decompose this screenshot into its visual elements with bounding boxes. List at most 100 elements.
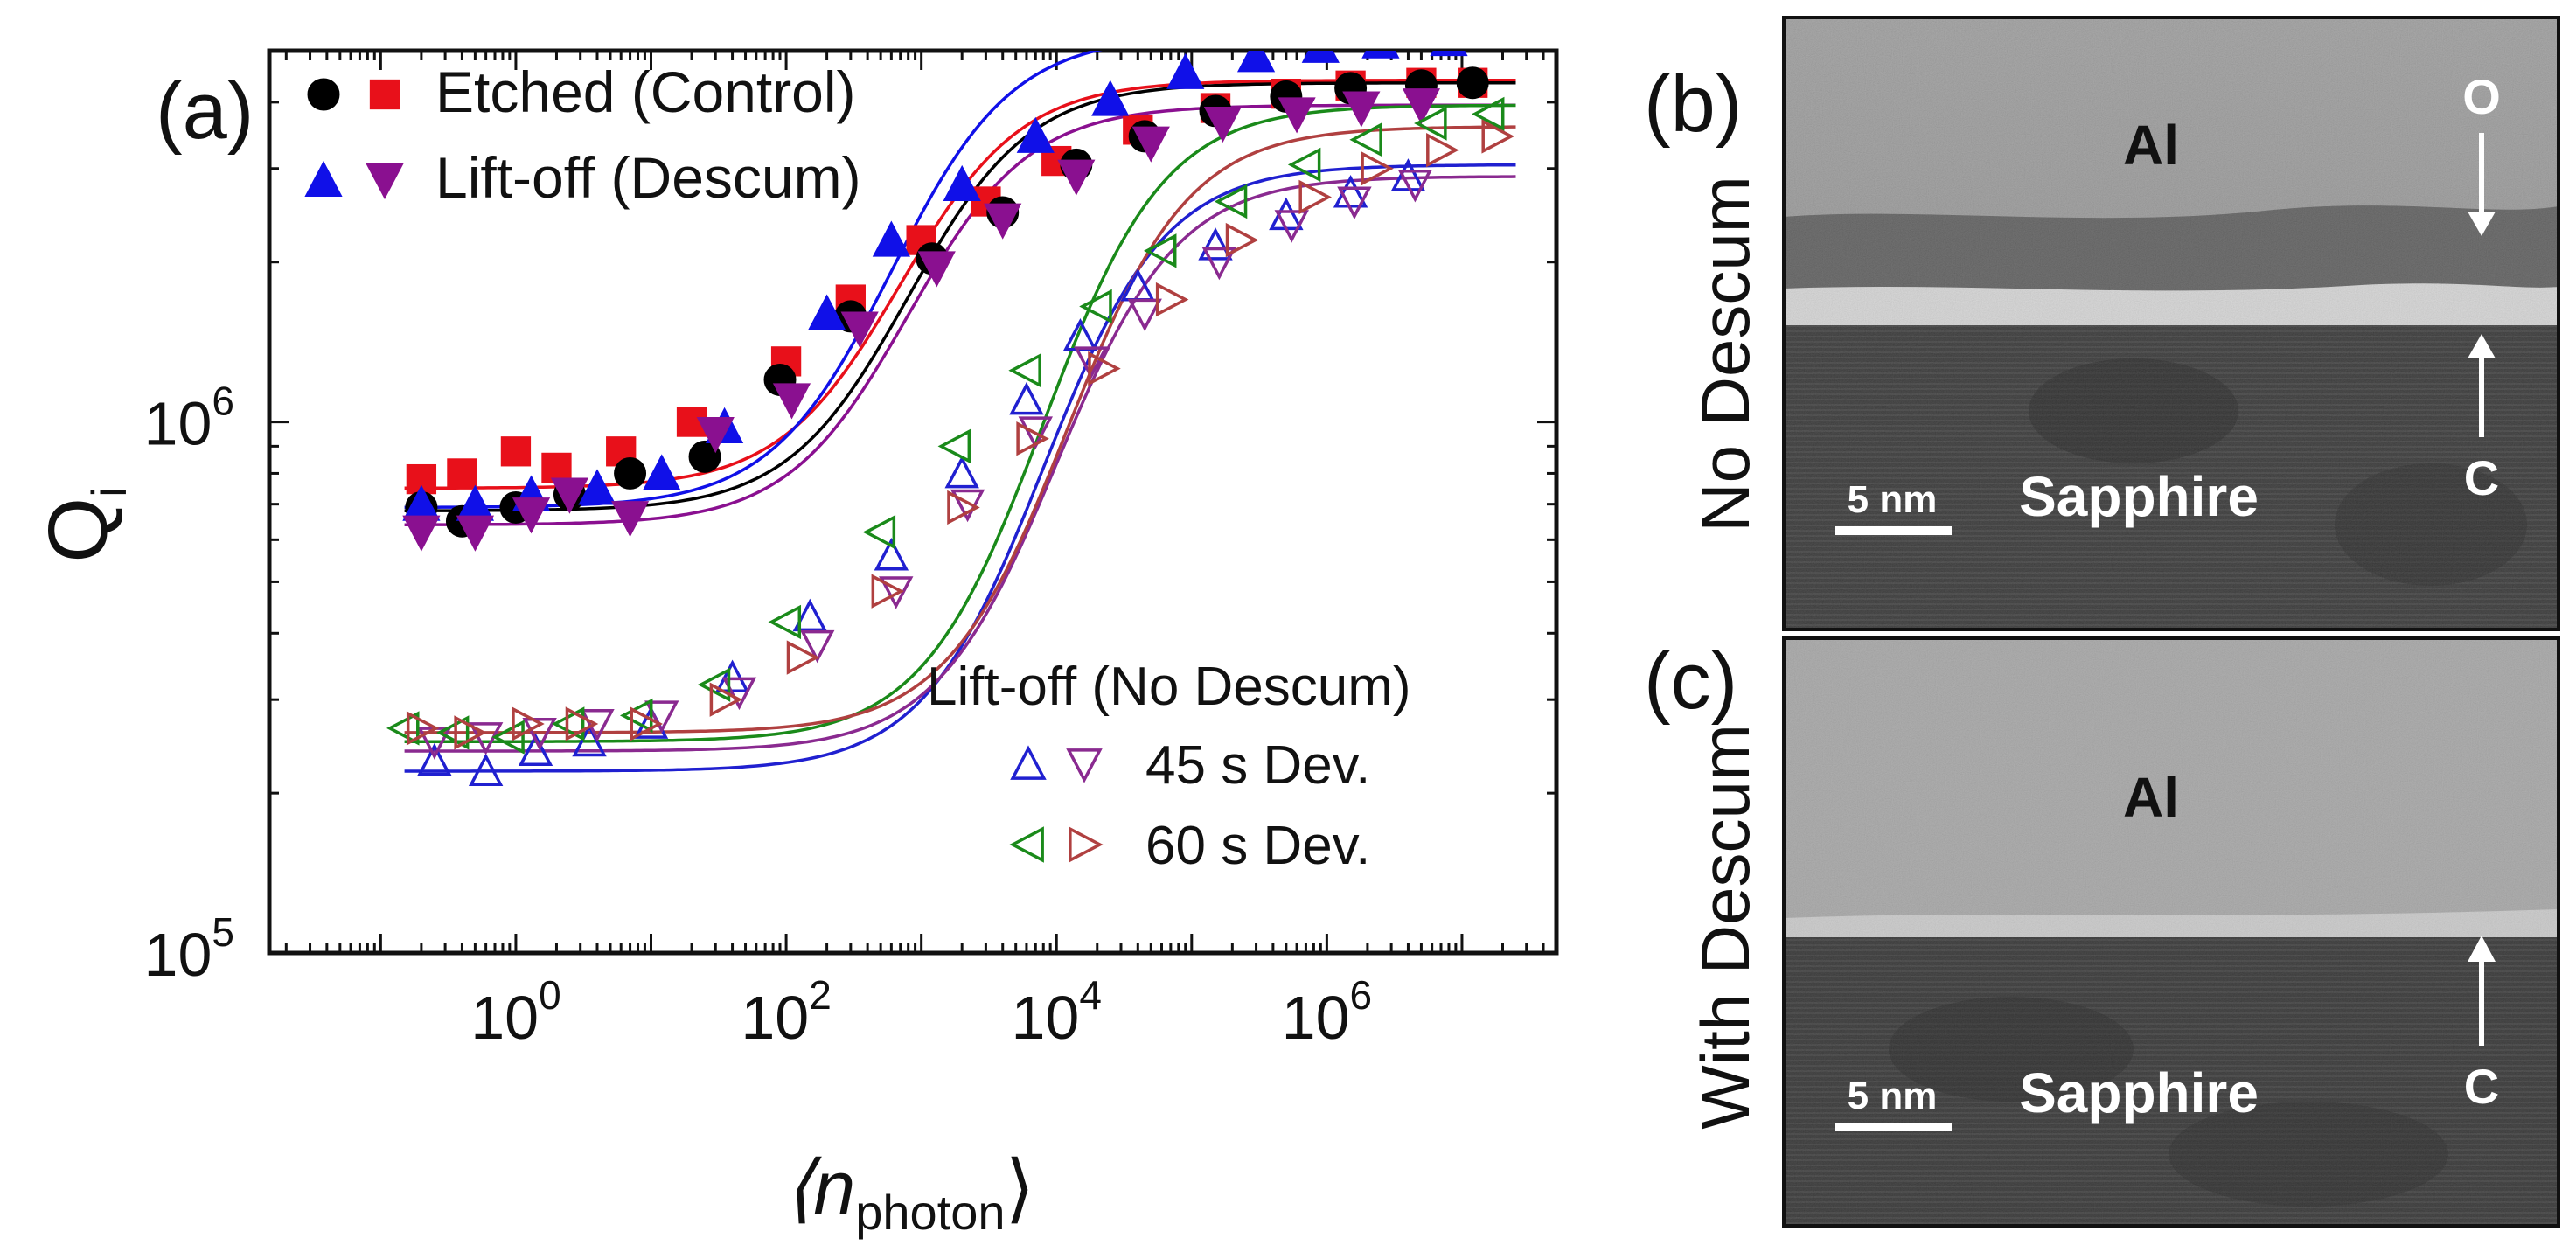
- point-nd60-right: [1016, 421, 1049, 456]
- legend-label-45s: 45 s Dev.: [1145, 735, 1370, 796]
- plot-frame: [267, 48, 1559, 956]
- point-nd45-down: [644, 700, 679, 734]
- fit-curve-nd60-left: [404, 103, 1516, 744]
- point-descum-down: [696, 417, 735, 454]
- point-nd45-up: [468, 753, 504, 786]
- point-etched-circle: [614, 456, 647, 490]
- annotation-c-b: C: [2464, 450, 2499, 505]
- point-etched-square: [500, 436, 532, 467]
- point-descum-down: [1278, 97, 1316, 134]
- arrow-head-c-b: [2468, 334, 2496, 358]
- arrow-head-o-b: [2468, 212, 2496, 236]
- point-nd45-down: [950, 489, 985, 523]
- legend-marker-nd60-left: [1009, 826, 1044, 863]
- point-nd60-left: [697, 667, 731, 702]
- legend-marker-nd45-up: [1010, 745, 1047, 780]
- point-nd60-left: [491, 720, 525, 755]
- y-axis-label-sub: i: [81, 486, 136, 497]
- point-nd60-right: [1088, 351, 1121, 386]
- point-nd60-right: [1298, 179, 1332, 215]
- point-nd45-down: [1127, 298, 1162, 332]
- point-nd45-up: [518, 733, 553, 766]
- fit-curve-descum-down: [404, 103, 1516, 526]
- point-nd60-right: [1225, 222, 1259, 258]
- point-nd60-right: [871, 574, 905, 609]
- point-nd45-down: [522, 717, 557, 751]
- point-nd60-left: [1143, 233, 1177, 268]
- point-descum-down: [512, 497, 551, 534]
- legend-group-title: Lift-off (No Descum): [927, 657, 1411, 717]
- x-axis-label-main: ⟨n: [784, 1146, 855, 1230]
- x-tick-label: 102: [741, 972, 831, 1052]
- legend: Etched (Control) Lift-off (Descum) Lift-…: [304, 59, 1411, 876]
- fit-curve-etched-square: [404, 78, 1516, 490]
- point-descum-up: [578, 469, 616, 505]
- x-axis-label-sub: photon: [855, 1185, 1005, 1240]
- y-tick-label: 105: [144, 909, 234, 989]
- tem-image-b: [1782, 16, 2560, 631]
- legend-marker-nd60-right: [1069, 826, 1104, 863]
- point-nd60-right: [947, 490, 980, 525]
- point-nd60-left: [1079, 289, 1112, 324]
- point-etched-circle: [1456, 66, 1489, 100]
- point-descum-down: [917, 251, 956, 288]
- legend-label-60s: 60 s Dev.: [1145, 816, 1370, 876]
- point-descum-up: [1301, 51, 1340, 63]
- scale-bar-label-b: 5 nm: [1848, 478, 1938, 521]
- legend-label-descum: Lift-off (Descum): [435, 145, 861, 210]
- legend-marker-nd45-down: [1066, 748, 1103, 783]
- point-nd60-right: [1426, 132, 1459, 168]
- point-nd60-left: [862, 514, 896, 550]
- scale-bar-c: [1835, 1123, 1952, 1131]
- annotation-c-c: C: [2464, 1059, 2499, 1114]
- y-tick-label: 106: [144, 379, 234, 458]
- point-nd60-left: [1008, 353, 1041, 388]
- scale-bar-b: [1835, 526, 1952, 535]
- point-descum-down: [610, 501, 650, 538]
- tem-image-c: [1782, 636, 2560, 1228]
- point-nd60-left: [937, 428, 971, 464]
- x-tick-label: 106: [1282, 972, 1372, 1052]
- point-nd60-left: [386, 711, 420, 746]
- point-nd60-left: [1349, 122, 1382, 157]
- point-nd60-left: [1471, 96, 1505, 132]
- tem-panel-c: (c) With Descum Al Sapphire C 5 nm: [1644, 636, 2560, 1228]
- legend-marker-descum-down: [366, 163, 404, 200]
- point-descum-down: [456, 515, 495, 552]
- panel-label-b: (b): [1644, 59, 1742, 149]
- point-nd45-down: [800, 630, 835, 664]
- point-nd60-right: [406, 711, 440, 746]
- point-nd60-right: [1155, 282, 1189, 317]
- panel-label-c: (c): [1644, 636, 1737, 726]
- point-nd45-down: [721, 677, 757, 711]
- x-tick-label: 104: [1011, 972, 1101, 1052]
- point-nd60-left: [551, 706, 585, 741]
- point-nd60-right: [565, 706, 599, 741]
- point-nd45-down: [1274, 210, 1309, 243]
- point-nd60-right: [454, 715, 487, 750]
- svg-text:⟨nphoton⟩: ⟨nphoton⟩: [784, 1146, 1034, 1240]
- point-nd45-up: [944, 455, 979, 489]
- point-nd60-left: [1414, 106, 1447, 141]
- x-axis-label-close: ⟩: [1006, 1146, 1035, 1230]
- point-nd45-up: [1009, 381, 1044, 415]
- point-etched-square: [541, 452, 572, 483]
- point-nd60-right: [630, 706, 663, 741]
- data-points: [386, 51, 1514, 786]
- point-descum-down: [1057, 159, 1096, 196]
- point-nd45-up: [1390, 158, 1426, 191]
- panel-label-a: (a): [156, 66, 254, 156]
- point-descum-down: [1402, 88, 1441, 125]
- x-tick-label: 100: [470, 972, 560, 1052]
- point-descum-up: [1091, 80, 1130, 116]
- side-label-with-descum: With Descum: [1687, 724, 1764, 1130]
- label-sapphire-b: Sapphire: [2019, 465, 2259, 528]
- point-nd45-down: [1397, 170, 1433, 203]
- svg-text:Qi: Qi: [31, 486, 136, 562]
- point-nd45-down: [580, 709, 615, 742]
- point-descum-down: [402, 515, 441, 552]
- legend-marker-descum-up: [304, 160, 343, 198]
- point-descum-up: [1166, 52, 1205, 89]
- point-nd60-left: [1287, 147, 1321, 183]
- annotation-o-b: O: [2462, 69, 2501, 124]
